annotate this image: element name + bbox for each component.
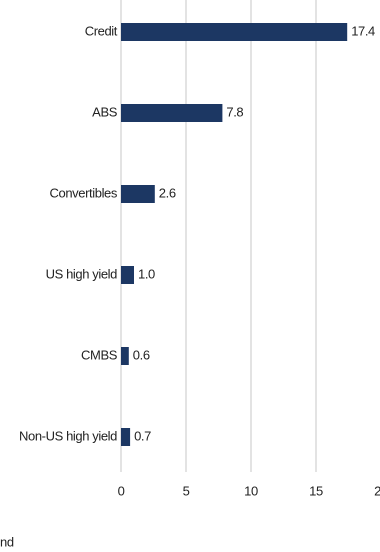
bar bbox=[121, 266, 134, 284]
value-label: 1.0 bbox=[138, 266, 155, 281]
category-label: US high yield bbox=[46, 266, 118, 281]
category-label: ABS bbox=[92, 104, 118, 119]
bar bbox=[121, 347, 129, 365]
x-tick-label: 10 bbox=[244, 483, 258, 498]
x-tick-label: 5 bbox=[183, 483, 190, 498]
note: nd bbox=[0, 534, 14, 549]
x-tick-label: 20 bbox=[374, 483, 380, 498]
x-tick-label: 15 bbox=[309, 483, 323, 498]
value-label: 7.8 bbox=[226, 104, 243, 119]
category-label: Convertibles bbox=[50, 185, 118, 200]
value-label: 0.6 bbox=[133, 347, 150, 362]
bar bbox=[121, 104, 223, 122]
x-tick-label: 0 bbox=[118, 483, 125, 498]
category-label: Non-US high yield bbox=[19, 428, 117, 443]
value-label: 0.7 bbox=[134, 428, 151, 443]
value-label: 2.6 bbox=[159, 185, 176, 200]
bar bbox=[121, 23, 348, 41]
bar bbox=[121, 185, 155, 203]
value-label: 17.4 bbox=[351, 23, 375, 38]
category-label: Credit bbox=[85, 23, 118, 38]
category-label: CMBS bbox=[81, 347, 118, 362]
bar bbox=[121, 428, 131, 446]
